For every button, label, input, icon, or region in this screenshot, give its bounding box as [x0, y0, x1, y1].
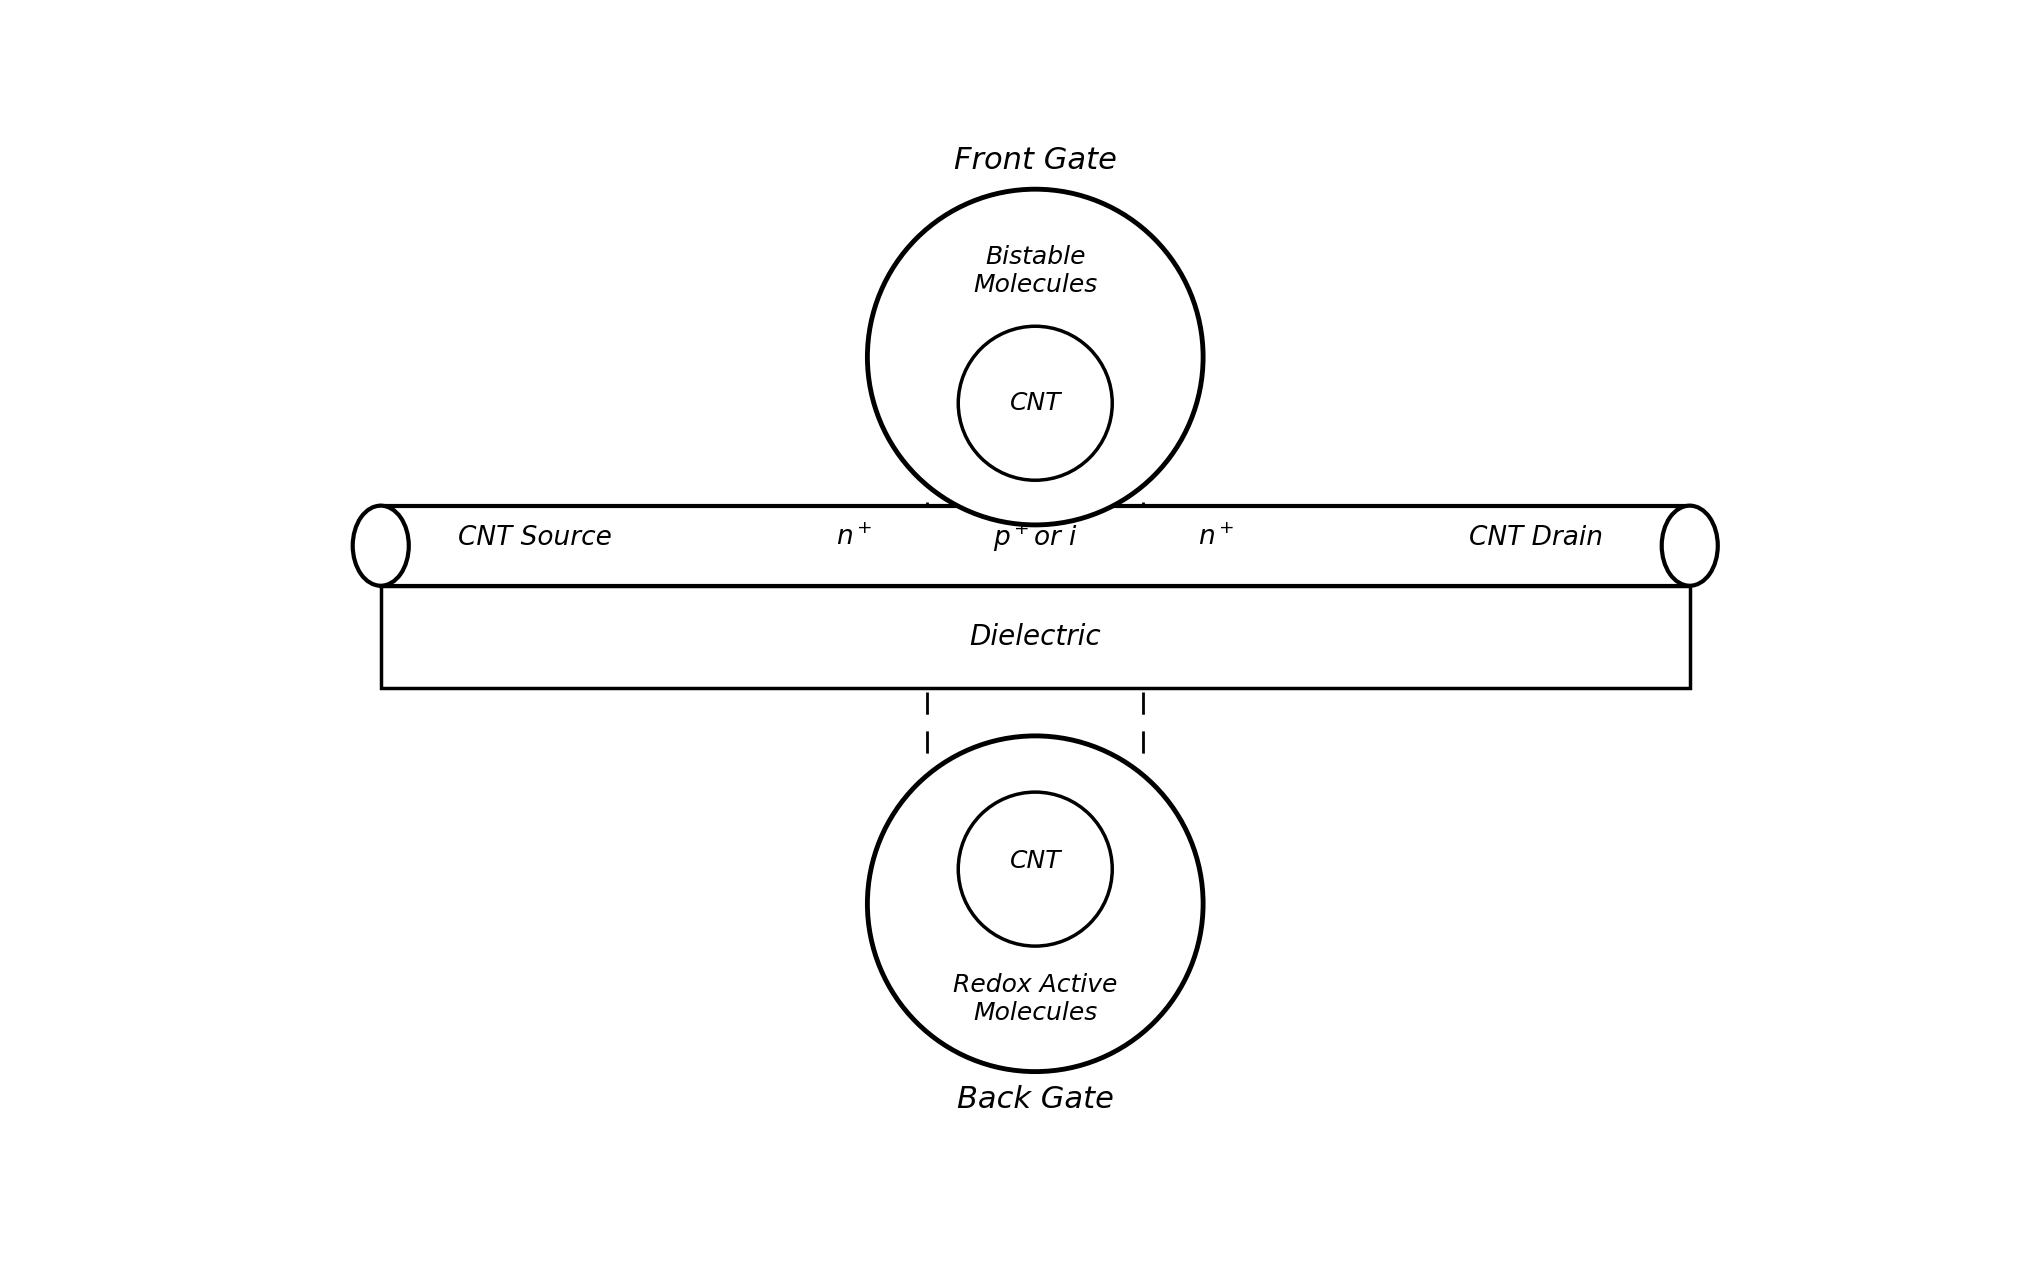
Text: CNT: CNT	[1010, 849, 1060, 873]
Text: Bistable
Molecules: Bistable Molecules	[974, 245, 1097, 297]
Circle shape	[867, 736, 1204, 1071]
Ellipse shape	[354, 506, 408, 585]
Text: n$^+$: n$^+$	[836, 525, 873, 551]
Text: Dielectric: Dielectric	[970, 623, 1101, 652]
Circle shape	[957, 792, 1113, 946]
Text: CNT: CNT	[1010, 391, 1060, 416]
Text: Back Gate: Back Gate	[957, 1085, 1113, 1114]
Text: CNT Drain: CNT Drain	[1469, 525, 1602, 551]
Text: p$^+$or i: p$^+$or i	[992, 521, 1079, 555]
Text: Redox Active
Molecules: Redox Active Molecules	[953, 973, 1117, 1025]
Circle shape	[867, 189, 1204, 525]
Ellipse shape	[1662, 506, 1717, 585]
Text: Front Gate: Front Gate	[953, 147, 1117, 176]
Circle shape	[957, 326, 1113, 481]
Text: CNT Source: CNT Source	[459, 525, 612, 551]
Text: n$^+$: n$^+$	[1198, 525, 1234, 551]
Bar	[380, 585, 1691, 688]
